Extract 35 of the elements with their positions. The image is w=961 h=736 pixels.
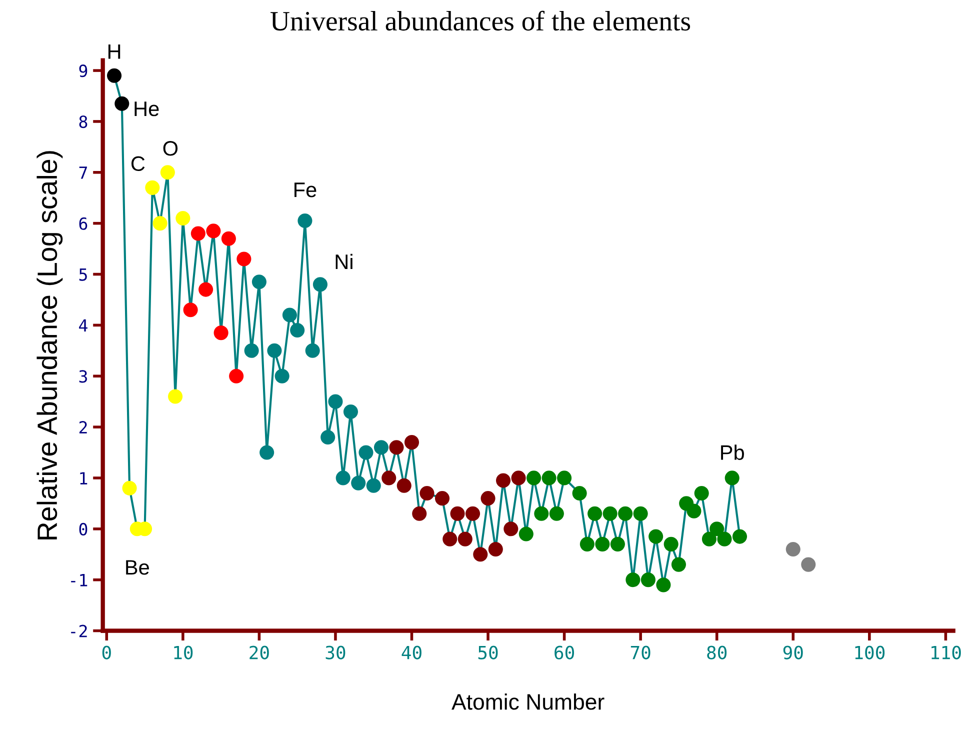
- x-tick-label: 20: [250, 646, 269, 660]
- y-tick-label: 3: [79, 370, 87, 383]
- y-tick-label: 7: [79, 166, 87, 179]
- x-tick-label: 70: [630, 646, 650, 660]
- annotation: He: [134, 102, 159, 116]
- y-tick-label: -1: [71, 574, 88, 586]
- y-tick-label: 2: [79, 421, 87, 434]
- x-tick-label: 50: [478, 646, 498, 660]
- annotation: Fe: [294, 182, 316, 198]
- y-tick-label: 8: [79, 115, 88, 128]
- annotation: C: [131, 156, 145, 172]
- x-tick-label: 0: [102, 646, 111, 660]
- x-tick-label: 80: [707, 646, 727, 660]
- annotation: Ni: [336, 254, 352, 270]
- y-tick-label: 1: [80, 472, 88, 484]
- chart-title: Universal abundances of the elements: [270, 10, 690, 31]
- annotation: Be: [126, 560, 149, 575]
- x-tick-label: 10: [174, 646, 193, 660]
- annotation: Pb: [721, 444, 744, 460]
- y-tick-label: 6: [79, 217, 88, 230]
- y-tick-label: 4: [79, 319, 88, 332]
- y-tick-label: 0: [79, 522, 88, 536]
- x-tick-label: 110: [932, 646, 961, 660]
- y-axis-title: Relative Abundance (Log scale): [36, 151, 63, 540]
- annotation: O: [163, 141, 178, 156]
- y-tick-label: -2: [71, 624, 87, 638]
- x-tick-label: 30: [326, 646, 346, 660]
- x-tick-label: 100: [855, 646, 885, 660]
- x-tick-label: 40: [402, 646, 422, 660]
- x-tick-label: 60: [554, 646, 574, 660]
- annotation: H: [108, 44, 120, 59]
- x-tick-label: 90: [783, 646, 803, 660]
- y-tick-label: 5: [79, 268, 87, 281]
- x-axis-title: Atomic Number: [452, 693, 604, 710]
- y-tick-label: 9: [79, 64, 88, 78]
